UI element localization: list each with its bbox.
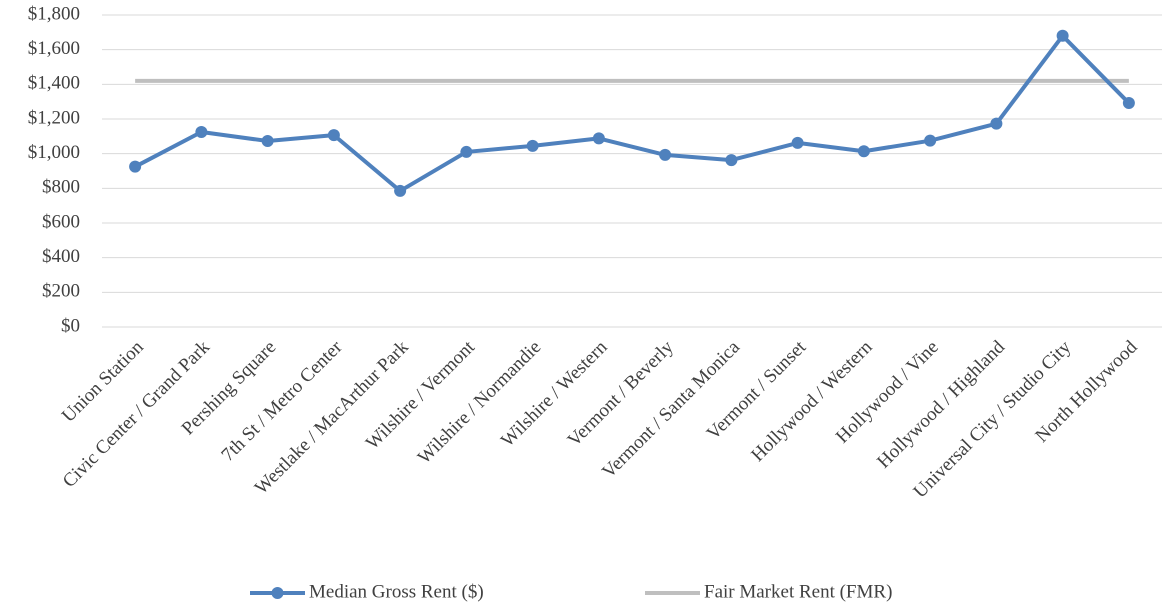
- y-tick-label: $1,000: [28, 142, 80, 163]
- point: [791, 136, 804, 149]
- point: [195, 126, 208, 138]
- y-tick-label: $1,600: [28, 38, 80, 59]
- point: [924, 134, 937, 147]
- y-tick-label: $1,200: [28, 107, 80, 128]
- y-tick-label: $1,400: [28, 73, 80, 94]
- y-tick-label: $200: [42, 281, 80, 302]
- point: [1122, 97, 1135, 110]
- point: [592, 132, 605, 145]
- point: [725, 154, 738, 167]
- y-tick-label: $800: [42, 177, 80, 198]
- point: [1056, 29, 1069, 42]
- legend-label: Fair Market Rent (FMR): [704, 581, 892, 602]
- x-tick-label: 7th St / Metro Center: [217, 336, 347, 466]
- y-tick-label: $0: [61, 315, 80, 336]
- point: [526, 139, 539, 152]
- x-tick-label: Hollywood / Western: [747, 336, 877, 466]
- point: [857, 145, 870, 158]
- series-line: [134, 33, 1131, 193]
- point: [990, 117, 1003, 130]
- point: [129, 160, 142, 173]
- point: [394, 184, 407, 197]
- x-tick-label: Hollywood / Highland: [873, 336, 1009, 472]
- y-tick-label: $400: [42, 246, 80, 267]
- y-tick-label: $600: [42, 211, 80, 232]
- point: [327, 129, 340, 142]
- x-tick-label: Wilshire / Normandie: [414, 337, 545, 468]
- point: [261, 135, 274, 148]
- point: [460, 145, 473, 158]
- point: [659, 148, 672, 161]
- legend-label: Median Gross Rent ($): [309, 581, 484, 602]
- y-tick-label: $1,800: [28, 3, 80, 24]
- legend-marker: [271, 587, 284, 599]
